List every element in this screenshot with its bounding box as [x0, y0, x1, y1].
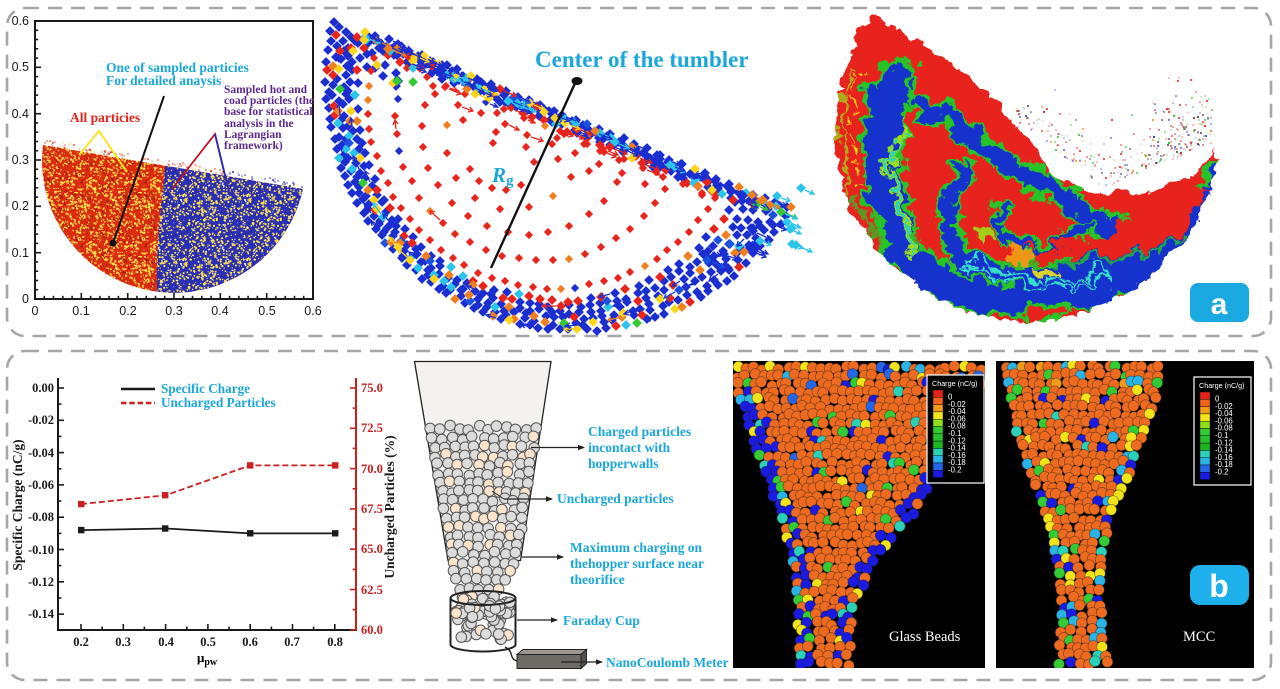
svg-text:hopperwalls: hopperwalls [588, 456, 659, 471]
svg-text:b: b [1209, 568, 1229, 604]
svg-text:0.5: 0.5 [200, 635, 216, 649]
svg-text:thehopper surface near: thehopper surface near [570, 556, 704, 571]
svg-text:Uncharged Particles (%): Uncharged Particles (%) [382, 435, 397, 578]
svg-text:0.4: 0.4 [211, 304, 228, 318]
svg-text:72.5: 72.5 [361, 421, 383, 435]
svg-text:62.5: 62.5 [361, 583, 383, 597]
svg-text:-0.06: -0.06 [1215, 416, 1233, 425]
svg-text:0.5: 0.5 [12, 60, 29, 74]
svg-text:0: 0 [22, 292, 29, 306]
svg-text:Maximum charging on: Maximum charging on [570, 540, 702, 555]
svg-text:-0.08: -0.08 [948, 422, 966, 431]
svg-text:0.2: 0.2 [73, 635, 89, 649]
svg-text:-0.18: -0.18 [948, 458, 966, 467]
svg-text:0.5: 0.5 [258, 304, 275, 318]
svg-text:-0.04: -0.04 [948, 407, 966, 416]
svg-text:-0.06: -0.06 [28, 478, 54, 492]
svg-text:0.1: 0.1 [12, 246, 29, 260]
svg-text:0.00: 0.00 [32, 381, 54, 395]
svg-text:-0.12: -0.12 [948, 436, 966, 445]
svg-text:-0.18: -0.18 [1215, 460, 1233, 469]
svg-text:MCC: MCC [1183, 629, 1215, 645]
svg-text:-0.08: -0.08 [28, 510, 54, 524]
svg-text:0.2: 0.2 [119, 304, 136, 318]
svg-text:-0.1: -0.1 [948, 429, 961, 438]
svg-text:0.3: 0.3 [12, 153, 29, 167]
svg-text:-0.14: -0.14 [1215, 446, 1233, 455]
svg-text:Charge (nC/g): Charge (nC/g) [932, 379, 978, 388]
svg-text:67.5: 67.5 [361, 502, 383, 516]
svg-text:-0.06: -0.06 [948, 414, 966, 423]
svg-text:0: 0 [32, 304, 39, 318]
svg-text:-0.16: -0.16 [948, 451, 966, 460]
svg-text:0.6: 0.6 [304, 304, 321, 318]
svg-text:0.6: 0.6 [242, 635, 258, 649]
svg-text:-0.12: -0.12 [28, 575, 54, 589]
svg-text:70.0: 70.0 [361, 462, 383, 476]
svg-text:-0.2: -0.2 [1215, 468, 1228, 477]
svg-text:base for statistical: base for statistical [224, 106, 313, 118]
svg-text:Specific Charge (nC/g): Specific Charge (nC/g) [10, 439, 25, 570]
svg-text:0.7: 0.7 [284, 635, 300, 649]
svg-text:a: a [1211, 288, 1228, 321]
svg-text:-0.14: -0.14 [948, 444, 966, 453]
svg-text:-0.04: -0.04 [28, 446, 55, 460]
svg-text:0.4: 0.4 [158, 635, 174, 649]
svg-text:Lagrangian: Lagrangian [224, 129, 282, 141]
svg-text:Specific Charge: Specific Charge [161, 381, 250, 396]
svg-text:75.0: 75.0 [361, 381, 383, 395]
svg-text:-0.02: -0.02 [948, 400, 966, 409]
svg-text:Charge (nC/g): Charge (nC/g) [1199, 381, 1245, 390]
svg-text:-0.02: -0.02 [28, 413, 54, 427]
svg-text:-0.1: -0.1 [1215, 431, 1228, 440]
svg-text:0.3: 0.3 [115, 635, 131, 649]
svg-text:0.6: 0.6 [12, 14, 29, 28]
svg-text:-0.2: -0.2 [948, 466, 961, 475]
svg-text:0.3: 0.3 [165, 304, 182, 318]
svg-text:Uncharged particles: Uncharged particles [557, 491, 674, 506]
svg-text:Charged particles: Charged particles [588, 424, 691, 439]
svg-text:All particies: All particies [70, 110, 140, 125]
svg-text:65.0: 65.0 [361, 542, 383, 556]
svg-text:-0.10: -0.10 [28, 543, 54, 557]
svg-text:Glass Beads: Glass Beads [889, 629, 961, 645]
svg-text:For detailed anaysis: For detailed anaysis [106, 73, 221, 88]
svg-text:60.0: 60.0 [361, 623, 383, 637]
svg-text:0.4: 0.4 [12, 107, 29, 121]
svg-text:-0.02: -0.02 [1215, 402, 1233, 411]
svg-text:Sampled hot and: Sampled hot and [224, 84, 308, 96]
svg-text:-0.04: -0.04 [1215, 409, 1233, 418]
svg-text:-0.08: -0.08 [1215, 424, 1233, 433]
svg-text:NanoCoulomb Meter: NanoCoulomb Meter [606, 655, 729, 670]
svg-text:-0.12: -0.12 [1215, 438, 1233, 447]
svg-text:incontact with: incontact with [588, 440, 671, 455]
svg-text:0.8: 0.8 [327, 635, 343, 649]
svg-text:0: 0 [948, 393, 953, 402]
svg-text:Faraday Cup: Faraday Cup [563, 613, 640, 628]
svg-text:framework): framework) [224, 140, 283, 152]
svg-text:coad particles (the: coad particles (the [224, 95, 314, 107]
svg-text:0.2: 0.2 [12, 199, 29, 213]
svg-text:One of sampled particies: One of sampled particies [106, 60, 249, 75]
svg-text:theorifice: theorifice [570, 572, 625, 587]
svg-text:-0.16: -0.16 [1215, 453, 1233, 462]
svg-text:0: 0 [1215, 395, 1220, 404]
svg-text:Uncharged Particles: Uncharged Particles [161, 395, 276, 410]
svg-text:0.1: 0.1 [72, 304, 89, 318]
svg-text:Center of the tumbler: Center of the tumbler [535, 47, 749, 72]
svg-text:analysis in the: analysis in the [224, 118, 294, 130]
svg-text:-0.14: -0.14 [28, 607, 55, 621]
